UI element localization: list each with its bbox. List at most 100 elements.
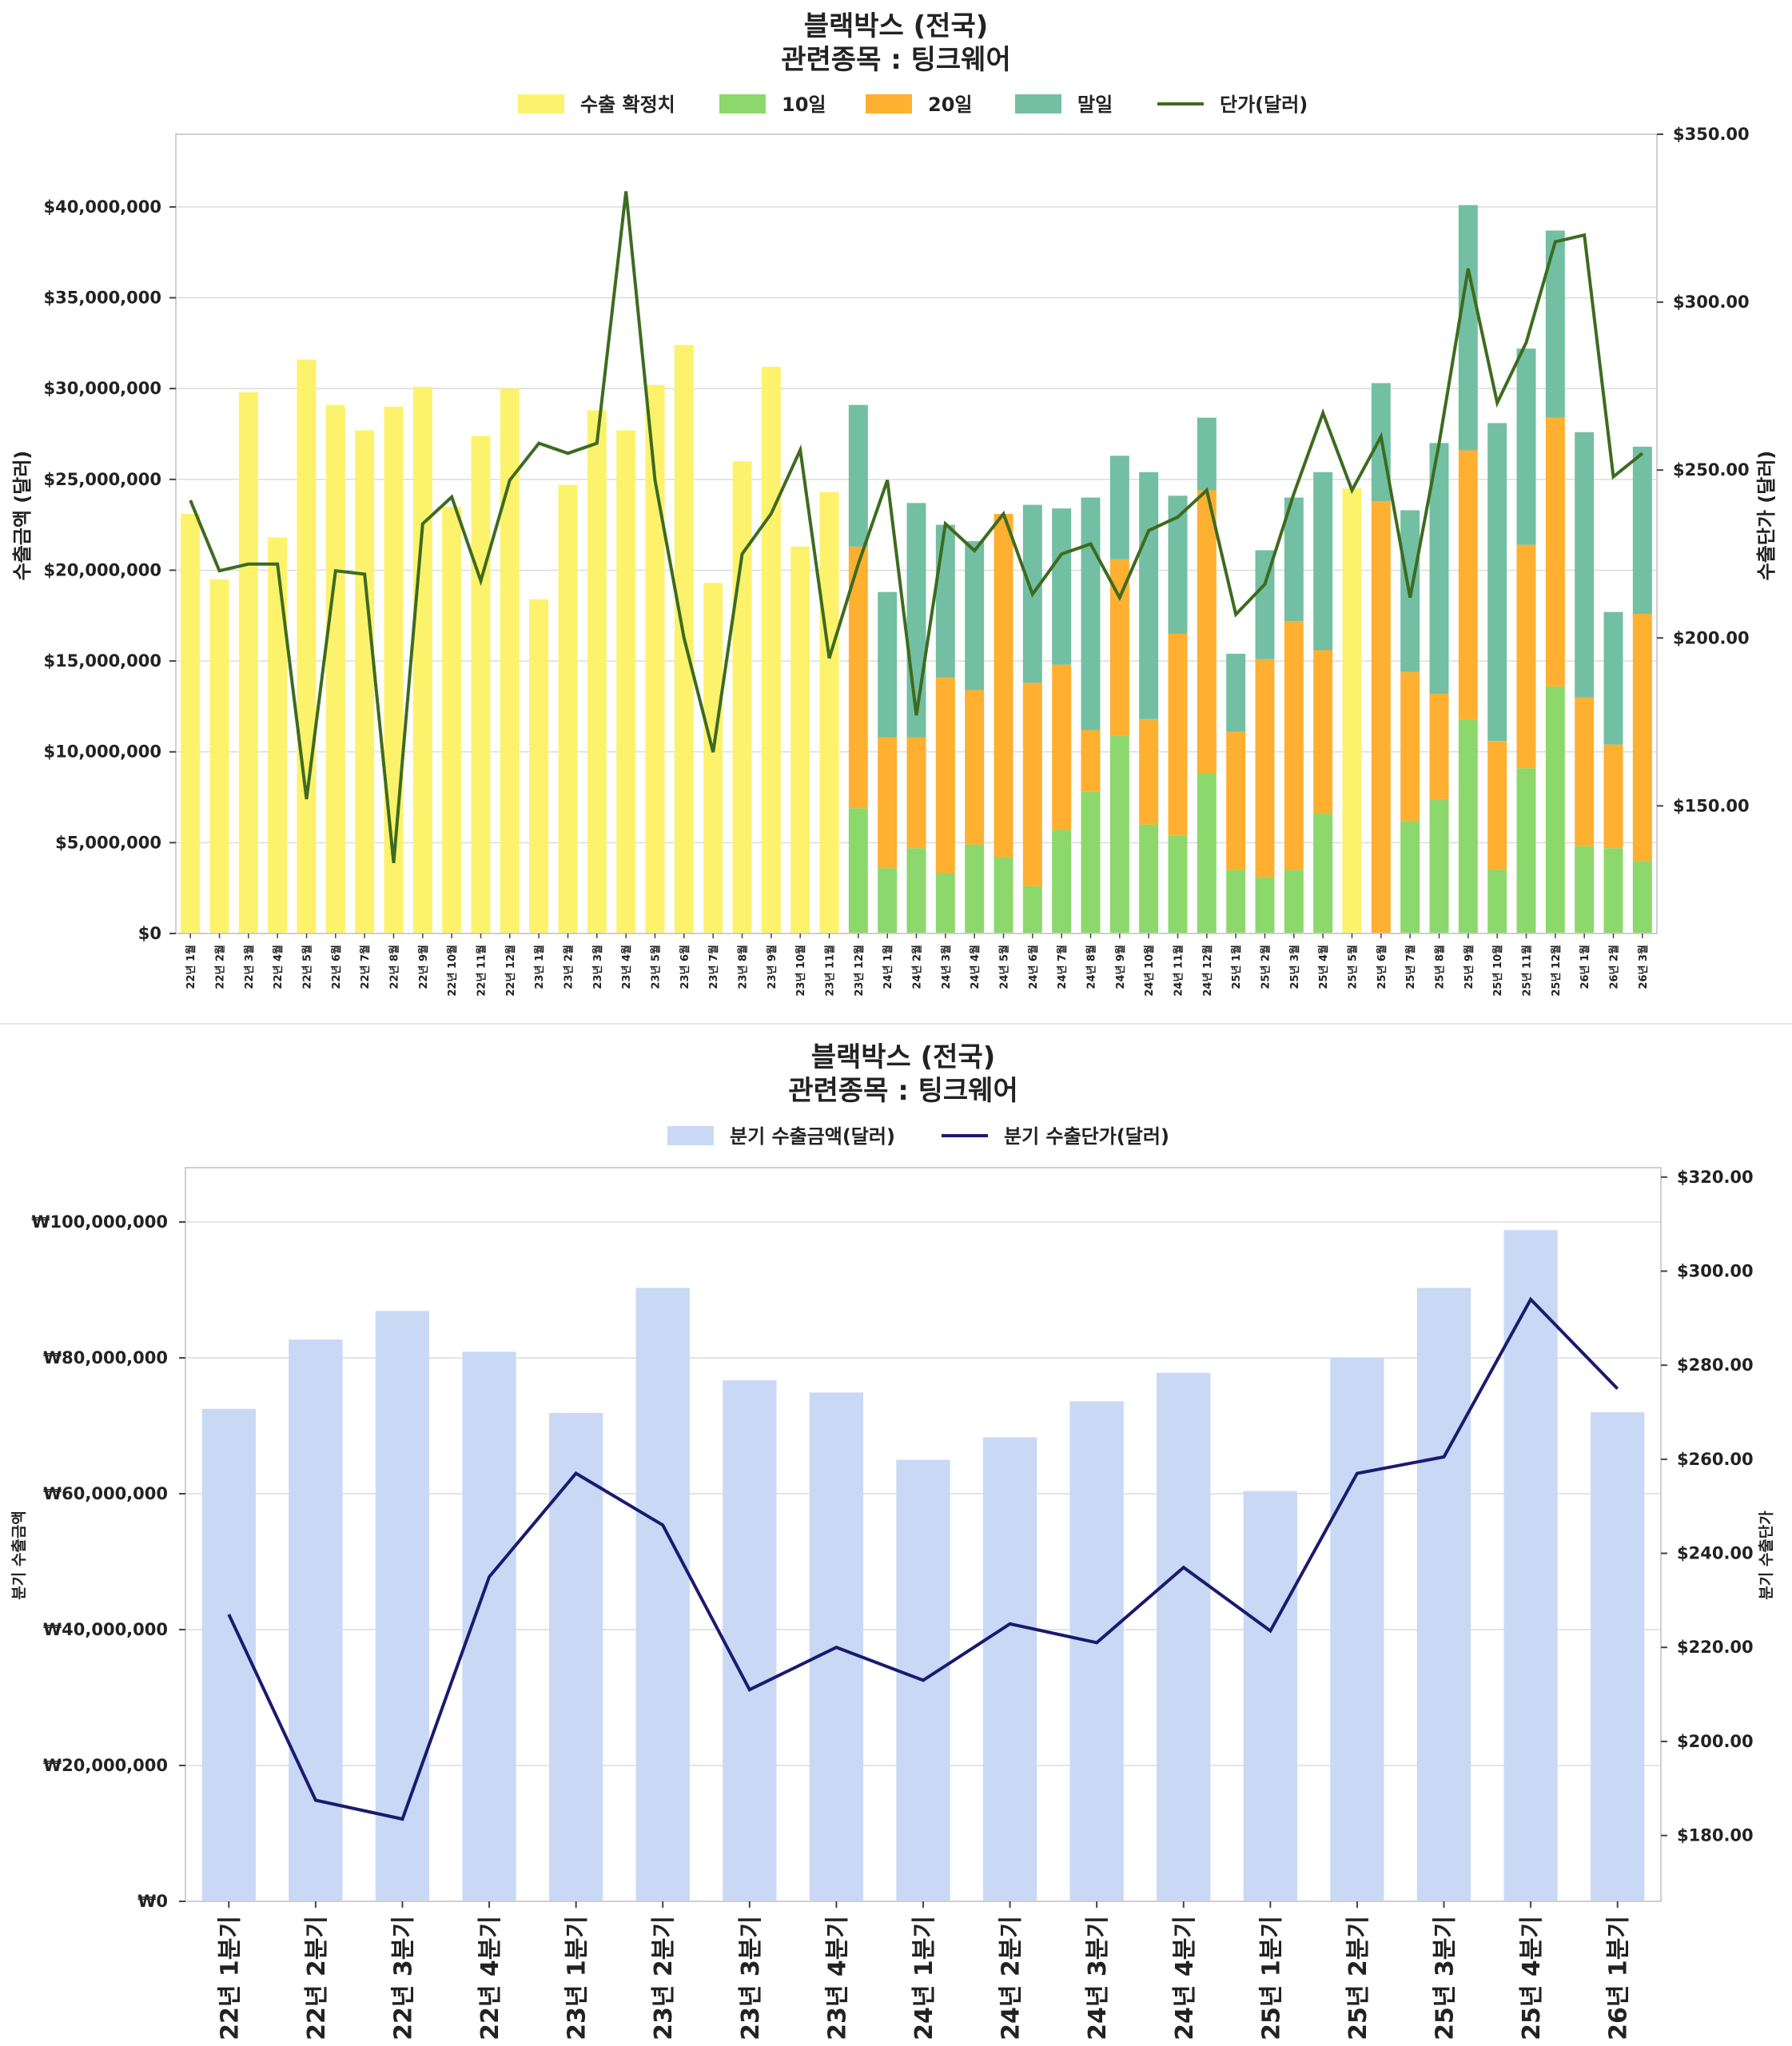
bar-d20 <box>848 546 868 809</box>
chart1-xtick-label: 25년 2월 <box>1260 945 1272 989</box>
bar-confirmed <box>703 583 723 933</box>
bar-confirmed <box>790 546 810 933</box>
legend-swatch <box>1015 94 1061 113</box>
chart2-bars <box>201 1230 1645 1901</box>
chart2-ytick-label: ₩20,000,000 <box>43 1756 168 1775</box>
bar-confirmed <box>1342 488 1362 933</box>
bar-d20 <box>965 690 985 845</box>
chart1-ytick-right-label: $350.00 <box>1673 125 1750 144</box>
bar-d20 <box>935 677 955 874</box>
bar-confirmed <box>587 410 607 933</box>
bar-confirmed <box>761 366 781 934</box>
bar-d20 <box>994 514 1013 858</box>
bar-d20 <box>1545 417 1565 687</box>
chart2-xtick-label: 24년 3분기 <box>1084 1916 1112 2040</box>
bar-d10 <box>1284 870 1304 933</box>
bar-confirmed <box>616 430 636 933</box>
bar-d20 <box>1516 544 1536 769</box>
bar-d20 <box>1168 634 1188 836</box>
legend-label: 분기 수출금액(달러) <box>730 1125 895 1148</box>
chart1-ytick-label: $20,000,000 <box>44 560 161 579</box>
bar-d20 <box>1255 659 1275 878</box>
legend-label: 수출 확정치 <box>580 94 675 116</box>
bar-d20 <box>1603 744 1623 849</box>
chart1-xtick-label: 23년 1월 <box>533 945 546 989</box>
bar-d20 <box>1052 664 1072 830</box>
chart2-ylabel-left: 분기 수출금액 <box>10 1511 28 1600</box>
chart1-xtick-label: 23년 7월 <box>707 945 720 989</box>
bar-confirmed <box>238 392 258 933</box>
quarterly-bar <box>1069 1401 1124 1901</box>
chart1-title-line1: 블랙박스 (전국) <box>804 10 989 42</box>
chart2-ytick-label: ₩100,000,000 <box>31 1212 168 1232</box>
bar-d10 <box>1487 870 1507 933</box>
bar-d10 <box>994 857 1013 933</box>
bar-d10 <box>1226 870 1246 933</box>
chart1-xtick-label: 25년 1월 <box>1230 945 1243 989</box>
chart1-ylabel-left: 수출금액 (달러) <box>11 451 34 581</box>
bar-d10 <box>1168 835 1188 933</box>
chart2-ytick-label: ₩60,000,000 <box>43 1484 168 1503</box>
chart2-xtick-label: 22년 4분기 <box>476 1916 504 2040</box>
bar-d10 <box>965 844 985 933</box>
bar-end <box>848 404 868 547</box>
chart2-ytick-right-label: $300.00 <box>1677 1261 1754 1280</box>
quarterly-chart: 블랙박스 (전국) 관련종목 : 팅크웨어 분기 수출금액(달러) 분기 수출단가… <box>10 1041 1775 2040</box>
chart1-ytick-label: $40,000,000 <box>44 197 161 217</box>
bar-d20 <box>1139 718 1159 825</box>
chart1-price-line <box>189 191 1644 863</box>
chart1-xtick-label: 26년 1월 <box>1579 945 1591 989</box>
chart1-xtick-label: 22년 3월 <box>243 945 256 989</box>
chart1-xtick-label: 24년 12월 <box>1201 945 1214 997</box>
chart1-xtick-label: 23년 3월 <box>591 945 604 989</box>
legend-swatch <box>866 94 912 113</box>
chart1-xtick-label: 25년 4월 <box>1317 945 1330 989</box>
chart1-xtick-label: 23년 9월 <box>766 945 779 989</box>
quarterly-price-line <box>227 1296 1619 1821</box>
chart1-xtick-label: 23년 4월 <box>620 945 633 989</box>
bar-d20 <box>906 737 926 849</box>
bar-d10 <box>1603 848 1623 933</box>
chart2-ylabel-right: 분기 수출단가 <box>1758 1511 1775 1600</box>
chart2-ytick-label: ₩40,000,000 <box>43 1620 168 1639</box>
legend-label: 10일 <box>782 94 826 116</box>
chart1-xtick-label: 22년 2월 <box>214 945 227 989</box>
chart1-xtick-label: 25년 12월 <box>1550 945 1563 997</box>
chart1-xtick-label: 23년 8월 <box>737 945 750 989</box>
chart1-ytick-right-label: $200.00 <box>1673 628 1750 647</box>
chart2-ytick-label: ₩0 <box>137 1892 168 1911</box>
chart1-ytick-label: $10,000,000 <box>44 742 161 762</box>
bar-d20 <box>1081 730 1101 792</box>
bar-confirmed <box>209 579 229 933</box>
bar-end <box>1052 508 1072 665</box>
bar-d10 <box>1109 735 1129 933</box>
bar-confirmed <box>529 599 549 933</box>
chart1-xtick-label: 23년 2월 <box>563 945 575 989</box>
quarterly-bar <box>1416 1288 1471 1901</box>
bar-end <box>1575 432 1595 698</box>
chart1-xtick-label: 24년 9월 <box>1114 945 1127 989</box>
chart2-xtick-label: 23년 2분기 <box>650 1916 678 2040</box>
legend-swatch <box>667 1126 714 1145</box>
bar-confirmed <box>325 404 345 933</box>
chart1-xtick-label: 24년 5월 <box>998 945 1011 989</box>
chart2-xtick-label: 22년 2분기 <box>303 1916 331 2040</box>
chart1-axes: $0 $5,000,000 $10,000,000 $15,000,000 $20,00… <box>44 125 1750 997</box>
chart2-price-line <box>227 1296 1619 1821</box>
chart2-ytick-label: ₩80,000,000 <box>43 1348 168 1367</box>
chart1-xtick-label: 24년 1월 <box>882 945 894 989</box>
bar-d20 <box>1487 741 1507 870</box>
bar-end <box>1458 205 1478 451</box>
bar-d20 <box>1313 650 1333 814</box>
chart2-ytick-right-label: $320.00 <box>1677 1168 1754 1187</box>
chart1-bars <box>181 205 1652 934</box>
unit-price-line <box>189 191 1644 863</box>
chart1-xtick-label: 24년 2월 <box>911 945 924 989</box>
legend-label: 분기 수출단가(달러) <box>1004 1125 1169 1148</box>
bar-d20 <box>1284 621 1304 870</box>
bar-d20 <box>878 737 898 869</box>
bar-d10 <box>1575 846 1595 933</box>
legend-swatch <box>719 94 766 113</box>
bar-confirmed <box>181 514 201 933</box>
